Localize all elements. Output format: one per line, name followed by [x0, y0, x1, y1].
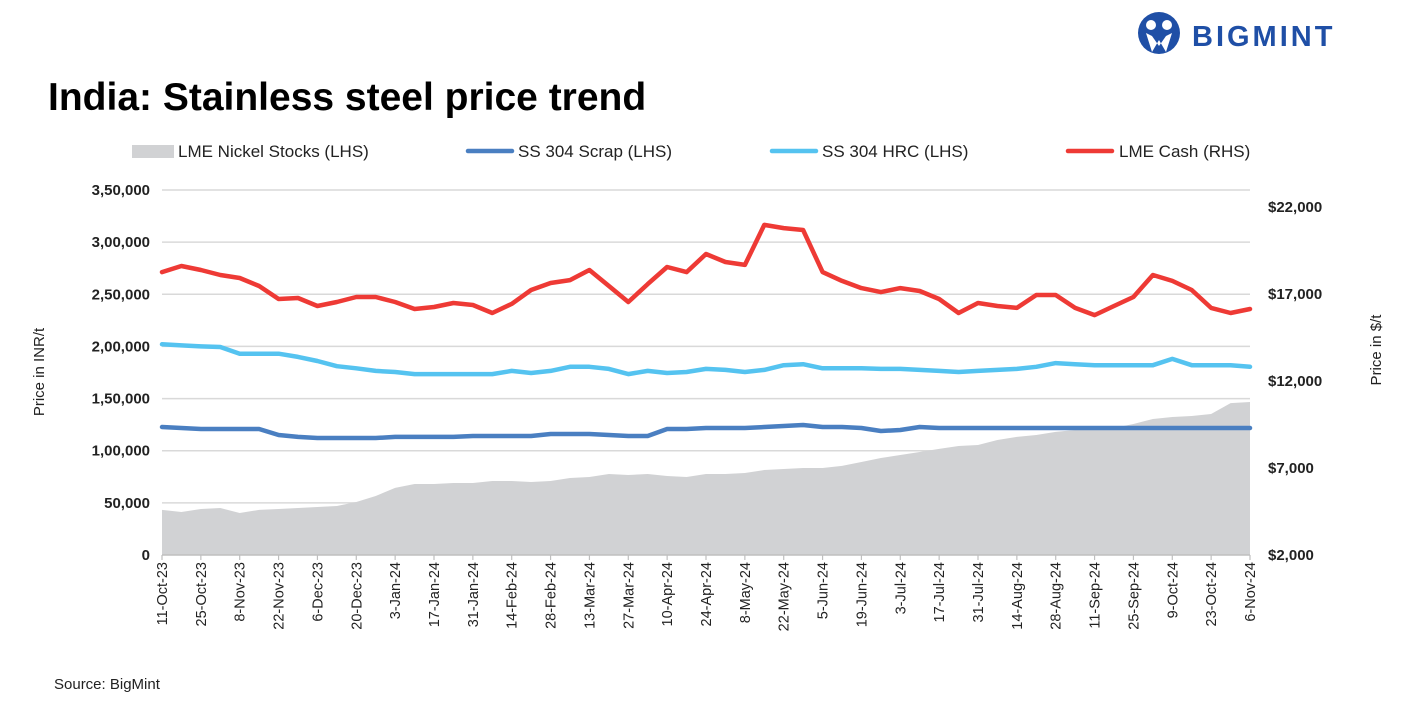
- x-tick-label: 3-Jan-24: [388, 562, 404, 619]
- x-tick-label: 22-May-24: [777, 562, 793, 631]
- x-tick-label: 25-Sep-24: [1126, 562, 1142, 630]
- series-group: [159, 222, 1253, 555]
- x-tick-label: 19-Jun-24: [854, 562, 870, 627]
- y-tick-label-left: 3,50,000: [92, 182, 150, 199]
- legend-label: SS 304 HRC (LHS): [822, 142, 968, 161]
- y-tick-label-left: 3,00,000: [92, 234, 150, 251]
- y-tick-label-right: $22,000: [1268, 199, 1322, 216]
- legend: LME Nickel Stocks (LHS) SS 304 Scrap (LHS…: [132, 142, 1250, 161]
- x-tick-label: 22-Nov-23: [272, 562, 288, 630]
- chart-title: India: Stainless steel price trend: [48, 76, 646, 119]
- legend-swatch: [132, 145, 174, 158]
- legend-label: LME Nickel Stocks (LHS): [178, 142, 369, 161]
- y-tick-label-left: 1,50,000: [92, 391, 150, 408]
- x-tick-label: 20-Dec-23: [349, 562, 365, 630]
- x-tick-label: 14-Feb-24: [505, 562, 521, 629]
- x-tick-label: 25-Oct-23: [194, 562, 210, 626]
- y-tick-label-left: 50,000: [104, 495, 150, 512]
- x-tick-label: 24-Apr-24: [699, 562, 715, 626]
- x-tick-label: 31-Jan-24: [466, 562, 482, 627]
- x-tick-label: 6-Dec-23: [310, 562, 326, 622]
- logo-text: BIGMINT: [1192, 21, 1335, 53]
- y-tick-label-left: 1,00,000: [92, 443, 150, 460]
- x-tick-label: 11-Sep-24: [1088, 562, 1104, 629]
- x-tick-label: 31-Jul-24: [971, 562, 987, 622]
- logo-icon: [1138, 12, 1180, 54]
- legend-label: SS 304 Scrap (LHS): [518, 142, 672, 161]
- x-tick-label: 8-May-24: [738, 562, 754, 623]
- x-tick-label: 28-Feb-24: [544, 562, 560, 629]
- x-tick-label: 13-Mar-24: [582, 562, 598, 629]
- legend-label: LME Cash (RHS): [1119, 142, 1250, 161]
- x-tick-label: 28-Aug-24: [1049, 562, 1065, 630]
- y-tick-label-left: 0: [142, 547, 150, 564]
- x-tick-label: 23-Oct-24: [1204, 562, 1220, 626]
- y-tick-label-right: $2,000: [1268, 547, 1314, 564]
- source-note: Source: BigMint: [54, 676, 161, 693]
- x-tick-label: 27-Mar-24: [621, 562, 637, 629]
- x-tick-label: 6-Nov-24: [1243, 562, 1259, 622]
- y-tick-label-right: $17,000: [1268, 286, 1322, 303]
- line-ss-304-hrc-lhs: [159, 342, 1253, 377]
- x-tick-label: 10-Apr-24: [660, 562, 676, 626]
- y-axis-title-left: Price in INR/t: [31, 327, 48, 416]
- x-tick-label: 8-Nov-23: [233, 562, 249, 622]
- gridlines: [162, 189, 1250, 504]
- x-tick-label: 9-Oct-24: [1165, 562, 1181, 618]
- bigmint-logo: BIGMINT: [1138, 12, 1335, 54]
- y-axis-title-right: Price in $/t: [1368, 314, 1385, 386]
- y-tick-label-right: $7,000: [1268, 460, 1314, 477]
- y-tick-label-right: $12,000: [1268, 373, 1322, 390]
- axes: 0 50,000 1,00,000 1,50,000 2,00,000 2,50,000 3…: [92, 182, 1323, 631]
- y-tick-label-left: 2,00,000: [92, 338, 150, 355]
- x-tick-label: 11-Oct-23: [155, 562, 171, 625]
- x-tick-label: 17-Jul-24: [932, 562, 948, 622]
- x-tick-label: 3-Jul-24: [893, 562, 909, 614]
- x-tick-label: 17-Jan-24: [427, 562, 443, 627]
- x-tick-label: 14-Aug-24: [1010, 562, 1026, 630]
- y-tick-label-left: 2,50,000: [92, 286, 150, 303]
- x-tick-label: 5-Jun-24: [816, 562, 832, 619]
- line-lme-cash-rhs: [159, 222, 1253, 318]
- area-lme-nickel-stocks: [162, 402, 1250, 555]
